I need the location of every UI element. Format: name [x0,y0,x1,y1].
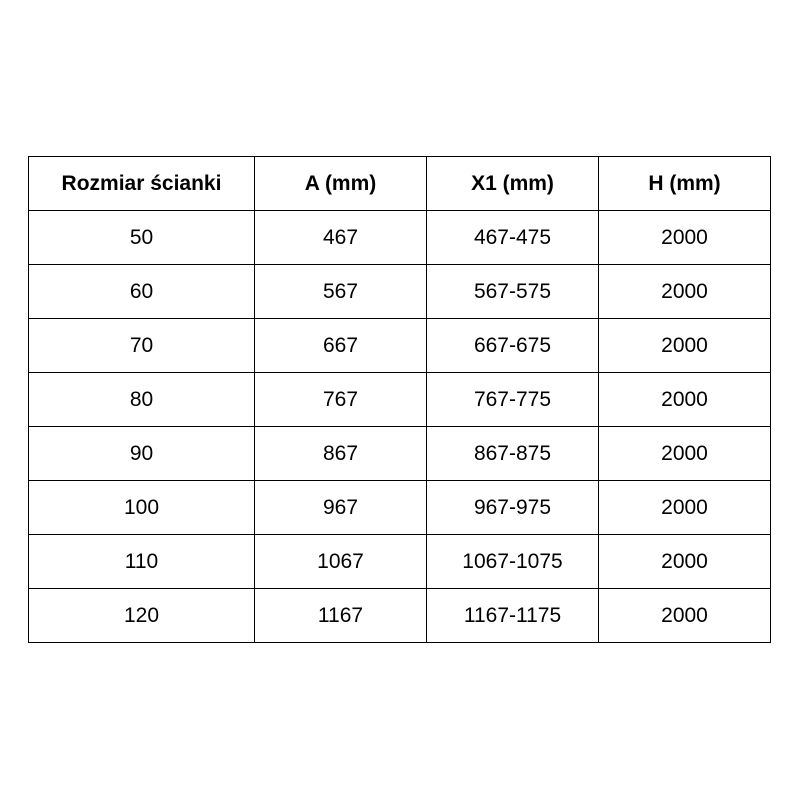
dimensions-table: Rozmiar ścianki A (mm) X1 (mm) H (mm) 50… [28,156,771,643]
header-h: H (mm) [598,156,771,211]
cell-x1: 467-475 [426,210,599,265]
header-size: Rozmiar ścianki [28,156,255,211]
cell-a: 467 [254,210,427,265]
cell-x1: 1067-1075 [426,534,599,589]
cell-x1: 1167-1175 [426,588,599,643]
header-x1: X1 (mm) [426,156,599,211]
cell-a: 967 [254,480,427,535]
header-row: Rozmiar ścianki A (mm) X1 (mm) H (mm) [28,156,771,211]
cell-size: 120 [28,588,255,643]
cell-a: 867 [254,426,427,481]
cell-a: 1167 [254,588,427,643]
cell-size: 50 [28,210,255,265]
cell-h: 2000 [598,210,771,265]
cell-size: 90 [28,426,255,481]
cell-h: 2000 [598,426,771,481]
cell-a: 567 [254,264,427,319]
cell-h: 2000 [598,534,771,589]
table-row: 50 467 467-475 2000 [28,210,771,265]
cell-h: 2000 [598,372,771,427]
cell-x1: 667-675 [426,318,599,373]
cell-x1: 967-975 [426,480,599,535]
cell-size: 70 [28,318,255,373]
cell-h: 2000 [598,318,771,373]
table-row: 120 1167 1167-1175 2000 [28,588,771,643]
cell-h: 2000 [598,264,771,319]
table-row: 80 767 767-775 2000 [28,372,771,427]
cell-a: 667 [254,318,427,373]
cell-h: 2000 [598,480,771,535]
table-row: 100 967 967-975 2000 [28,480,771,535]
cell-a: 1067 [254,534,427,589]
cell-size: 60 [28,264,255,319]
table-row: 90 867 867-875 2000 [28,426,771,481]
cell-size: 80 [28,372,255,427]
cell-x1: 567-575 [426,264,599,319]
table-row: 110 1067 1067-1075 2000 [28,534,771,589]
header-a: A (mm) [254,156,427,211]
cell-x1: 767-775 [426,372,599,427]
cell-size: 100 [28,480,255,535]
cell-x1: 867-875 [426,426,599,481]
table-row: 60 567 567-575 2000 [28,264,771,319]
cell-h: 2000 [598,588,771,643]
cell-size: 110 [28,534,255,589]
cell-a: 767 [254,372,427,427]
table-row: 70 667 667-675 2000 [28,318,771,373]
